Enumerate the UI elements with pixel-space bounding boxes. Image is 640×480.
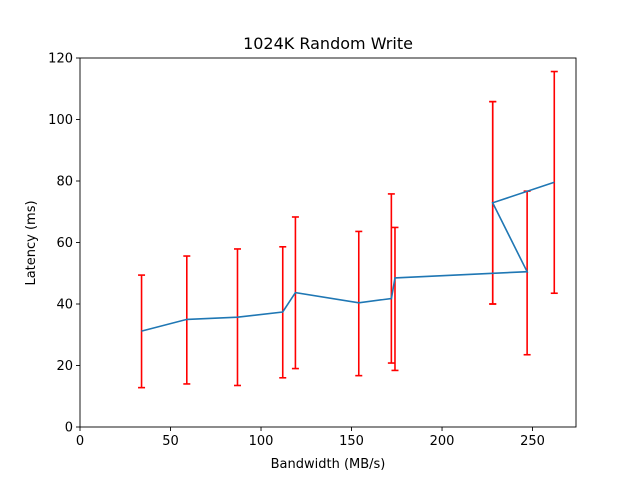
error-bar-0 (138, 274, 146, 389)
y-tick-label: 60 (56, 236, 73, 251)
y-tick-label: 80 (56, 175, 73, 190)
plot-background (80, 58, 576, 427)
x-tick-label: 50 (162, 434, 179, 449)
y-tick-label: 40 (56, 298, 73, 313)
x-axis-label: Bandwidth (MB/s) (271, 457, 386, 472)
x-tick-label: 200 (430, 434, 455, 449)
error-bar-7 (391, 226, 399, 372)
y-tick-label: 100 (48, 113, 73, 128)
x-axis-ticks: 0 50 100 150 200 250 (76, 427, 545, 449)
x-tick-label: 150 (339, 434, 364, 449)
y-axis-label: Latency (ms) (24, 200, 39, 285)
chart-title: 1024K Random Write (243, 34, 413, 53)
plot-area (79, 57, 577, 428)
y-tick-label: 0 (65, 421, 73, 436)
y-tick-label: 120 (48, 52, 73, 67)
x-tick-label: 100 (249, 434, 274, 449)
y-tick-label: 20 (56, 359, 73, 374)
error-bar-6 (387, 193, 395, 364)
x-tick-label: 250 (520, 434, 545, 449)
x-tick-label: 0 (76, 434, 84, 449)
latency-series-line (141, 181, 555, 332)
y-axis-ticks: 0 20 40 60 80 100 120 (48, 52, 80, 436)
